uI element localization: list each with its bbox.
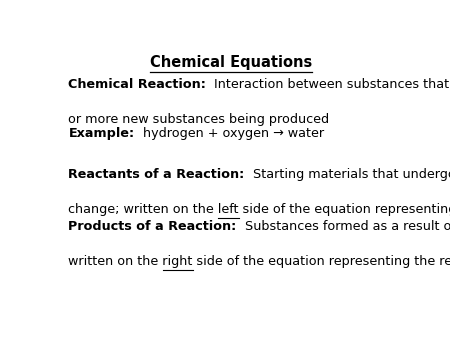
Text: Starting materials that undergo chemical: Starting materials that undergo chemical [245,168,450,181]
Text: Chemical Reaction:: Chemical Reaction: [68,78,207,91]
Text: written on the right side of the equation representing the reaction: written on the right side of the equatio… [68,255,450,268]
Text: Reactants of a Reaction:: Reactants of a Reaction: [68,168,245,181]
Text: hydrogen + oxygen → water: hydrogen + oxygen → water [135,127,324,140]
Text: Products of a Reaction:: Products of a Reaction: [68,220,237,233]
Text: Chemical Equations: Chemical Equations [149,55,312,70]
Text: Example:: Example: [68,127,135,140]
Text: or more new substances being produced: or more new substances being produced [68,114,329,126]
Text: Substances formed as a result of the reaction;: Substances formed as a result of the rea… [237,220,450,233]
Text: change; written on the left side of the equation representing the reaction: change; written on the left side of the … [68,203,450,216]
Text: Interaction between substances that results in one: Interaction between substances that resu… [207,78,450,91]
